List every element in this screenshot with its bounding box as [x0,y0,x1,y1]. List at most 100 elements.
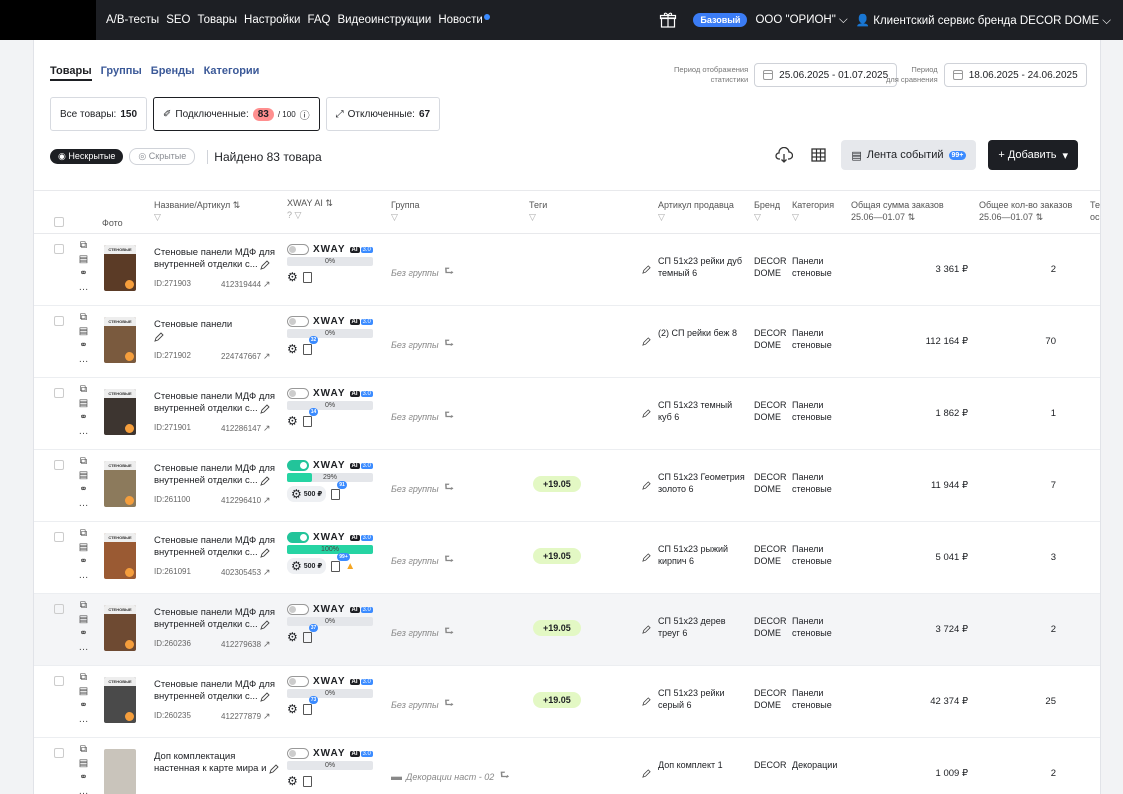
more-icon[interactable]: … [78,282,89,293]
xway-toggle[interactable] [287,244,309,255]
tab-brands[interactable]: Бренды [150,65,195,77]
product-sku[interactable]: 412279638 ↗ [221,639,271,650]
table-row[interactable]: ⧉ ▤ ⚭ … СТЕНОВЫЕ Стеновые панели МДФ для внутр… [34,594,1100,666]
xway-toggle[interactable] [287,388,309,399]
cloud-download-icon[interactable] [773,144,795,166]
row-checkbox[interactable] [54,244,64,254]
product-photo[interactable]: СТЕНОВЫЕ [104,245,136,291]
product-name[interactable]: Стеновые панели МДФ для внутренней отделк… [154,607,284,632]
row-checkbox[interactable] [54,676,64,686]
filter-icon[interactable]: ▽ [658,212,665,223]
tag-chip[interactable]: +19.05 [533,548,581,564]
xway-toggle[interactable] [287,748,309,759]
warning-icon[interactable]: ▲ [345,560,356,572]
move-to-group-icon[interactable]: ⮑ [442,696,454,710]
group-cell[interactable]: ▬ Декорации наст - 02 ⮑ [391,766,509,787]
list-icon[interactable]: ▤ [78,470,89,481]
nav-news[interactable]: Новости [438,14,490,26]
move-to-group-icon[interactable]: ⮑ [442,264,454,278]
pencil-icon[interactable] [642,553,651,562]
event-feed-button[interactable]: ▤ Лента событий 99+ [841,140,977,170]
product-photo[interactable]: СТЕНОВЫЕ [104,533,136,579]
product-sku[interactable]: 402305453 ↗ [221,567,271,578]
xway-toggle[interactable] [287,676,309,687]
pencil-icon[interactable] [260,404,270,414]
tab-products[interactable]: Товары [50,65,92,81]
pencil-icon[interactable] [260,260,270,270]
product-name[interactable]: Стеновые панели МДФ для внутренней отделк… [154,679,284,704]
product-photo[interactable]: СТЕНОВЫЕ [104,605,136,651]
col-extra[interactable]: Те ос [1090,199,1100,223]
nav-video-guides[interactable]: Видеоинструкции [337,14,432,26]
product-photo[interactable]: СТЕНОВЫЕ [104,461,136,507]
pencil-icon[interactable] [260,692,270,702]
filter-connected-button[interactable]: ✐ Подключенные: 83/ 100 ⓘ [153,97,320,131]
move-to-group-icon[interactable]: ⮑ [442,480,454,494]
col-category[interactable]: Категория ▽ [792,199,834,223]
external-link-icon[interactable]: ↗ [263,423,271,433]
pencil-icon[interactable] [642,337,651,346]
table-columns-icon[interactable] [807,144,829,166]
move-to-group-icon[interactable]: ⮑ [498,768,510,782]
group-cell[interactable]: Без группы ⮑ [391,622,453,643]
info-icon[interactable]: ⓘ [299,110,310,122]
copy-icon[interactable]: ⧉ [79,528,88,539]
filter-icon[interactable]: ▽ [391,212,398,223]
table-row[interactable]: ⧉ ▤ ⚭ … СТЕНОВЫЕ Стеновые панели МДФ для внутр… [34,234,1100,306]
move-to-group-icon[interactable]: ⮑ [442,552,454,566]
link-icon[interactable]: ⚭ [79,556,88,567]
document-icon[interactable]: 73 [302,695,319,715]
gear-icon[interactable]: ⚙ [287,342,298,356]
price-chip[interactable]: ⚙ 500 ₽ [287,558,327,574]
move-to-group-icon[interactable]: ⮑ [442,624,454,638]
xway-toggle[interactable] [287,316,309,327]
external-link-icon[interactable]: ↗ [263,567,271,577]
table-row[interactable]: ⧉ ▤ ⚭ … СТЕНОВЫЕ Стеновые панели МДФ для внутр… [34,522,1100,594]
list-icon[interactable]: ▤ [78,686,89,697]
row-checkbox[interactable] [54,748,64,758]
gear-icon[interactable]: ⚙ [287,270,298,284]
external-link-icon[interactable]: ↗ [263,639,271,649]
copy-icon[interactable]: ⧉ [79,240,88,251]
copy-icon[interactable]: ⧉ [79,672,88,683]
product-sku[interactable]: 412319444 ↗ [221,279,271,290]
document-icon[interactable]: 14 [302,407,319,427]
nav-faq[interactable]: FAQ [307,14,331,26]
product-sku[interactable]: 412296410 ↗ [221,495,271,506]
xway-toggle[interactable] [287,532,309,543]
group-cell[interactable]: Без группы ⮑ [391,550,453,571]
document-icon[interactable]: 99+ [331,552,350,572]
link-icon[interactable]: ⚭ [79,484,88,495]
move-to-group-icon[interactable]: ⮑ [442,408,454,422]
document-icon[interactable]: 91 [331,480,347,500]
xway-toggle[interactable] [287,604,309,615]
nav-seo[interactable]: SEO [166,14,191,26]
link-icon[interactable]: ⚭ [79,340,88,351]
xway-toggle[interactable] [287,460,309,471]
filter-icon[interactable]: ▽ [792,212,799,223]
row-checkbox[interactable] [54,532,64,542]
product-photo[interactable]: СТЕНОВЫЕ [104,389,136,435]
stats-period-picker[interactable]: 25.06.2025 - 01.07.2025 [754,63,898,87]
more-icon[interactable]: … [78,426,89,437]
copy-icon[interactable]: ⧉ [79,312,88,323]
pencil-icon[interactable] [154,332,164,342]
filter-disconnected-button[interactable]: ⤢ Отключенные: 67 [325,97,441,131]
col-xway[interactable]: XWAY AI ⇅? ▽ [287,197,333,221]
document-icon[interactable] [302,271,312,283]
pencil-icon[interactable] [260,548,270,558]
nav-products[interactable]: Товары [197,14,238,26]
group-cell[interactable]: Без группы ⮑ [391,406,453,427]
product-name[interactable]: Стеновые панели МДФ для внутренней отделк… [154,463,284,488]
select-all-checkbox[interactable] [54,217,64,230]
col-brand[interactable]: Бренд ▽ [754,199,780,223]
list-icon[interactable]: ▤ [78,542,89,553]
filter-icon[interactable]: ▽ [154,212,161,223]
pencil-icon[interactable] [642,625,651,634]
pencil-icon[interactable] [642,265,651,274]
group-cell[interactable]: Без группы ⮑ [391,262,453,283]
gear-icon[interactable]: ⚙ [291,559,302,573]
filter-all-button[interactable]: Все товары: 150 [50,97,148,131]
gear-icon[interactable]: ⚙ [291,487,302,501]
row-checkbox[interactable] [54,604,64,614]
